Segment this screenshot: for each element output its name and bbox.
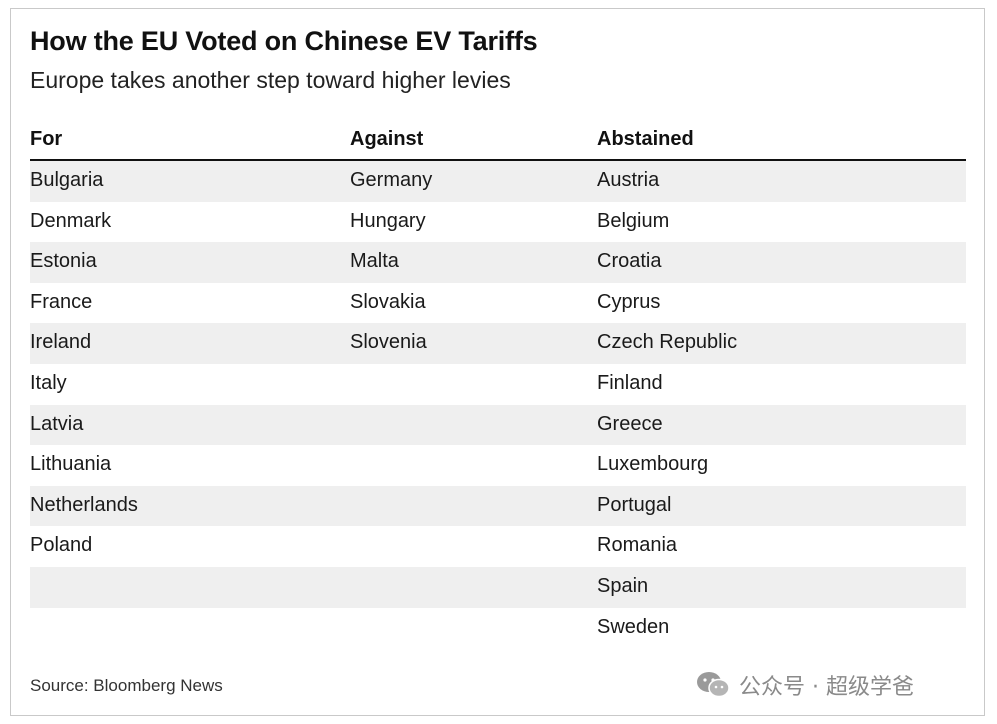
- cell-against: Slovenia: [350, 331, 427, 354]
- wechat-icon: [697, 672, 730, 698]
- table-row: Lithuania Luxembourg: [30, 445, 966, 486]
- column-header-abstained: Abstained: [597, 128, 694, 150]
- table-row: Spain: [30, 566, 966, 608]
- cell-abstained: Spain: [597, 574, 649, 597]
- cell-abstained: Cyprus: [597, 290, 661, 313]
- cell-against: Germany: [350, 169, 433, 191]
- cell-for: Netherlands: [30, 493, 138, 516]
- cell-abstained: Romania: [597, 534, 678, 557]
- cell-for: Latvia: [30, 412, 84, 435]
- cell-abstained: Croatia: [597, 250, 662, 273]
- cell-abstained: Sweden: [597, 615, 670, 638]
- cell-abstained: Austria: [597, 169, 660, 191]
- cell-for: Poland: [30, 534, 93, 557]
- cell-abstained: Belgium: [597, 209, 670, 232]
- cell-abstained: Czech Republic: [597, 331, 738, 354]
- chart-subtitle: Europe takes another step toward higher …: [30, 67, 511, 93]
- table-row: Poland Romania: [30, 526, 966, 567]
- table-body: Bulgaria Germany Austria Denmark Hungary Belg…: [30, 161, 966, 648]
- cell-abstained: Greece: [597, 412, 663, 435]
- table-row: Ireland Slovenia Czech Republic: [30, 323, 966, 364]
- table-row: Italy Finland: [30, 364, 966, 405]
- watermark-text: 公众号 · 超级学爸: [739, 675, 914, 700]
- table-row: France Slovakia Cyprus: [30, 283, 966, 324]
- cell-for: Ireland: [30, 331, 92, 354]
- chart-frame: How the EU Voted on Chinese EV Tariffs E…: [10, 8, 985, 716]
- cell-abstained: Luxembourg: [597, 453, 709, 476]
- vote-table: For Against Abstained Bulgaria Germany Aus…: [30, 121, 966, 648]
- source-note: Source: Bloomberg News: [30, 676, 223, 695]
- cell-abstained: Portugal: [597, 493, 672, 516]
- cell-against: Hungary: [350, 209, 426, 232]
- cell-for: Bulgaria: [30, 169, 104, 191]
- cell-for: Italy: [30, 371, 67, 394]
- cell-for: Lithuania: [30, 453, 112, 476]
- table-row: Estonia Malta Croatia: [30, 242, 966, 283]
- column-header-for: For: [30, 128, 63, 150]
- watermark: 公众号 · 超级学爸: [695, 668, 914, 702]
- cell-against: Malta: [350, 250, 399, 273]
- cell-for: Denmark: [30, 209, 112, 232]
- table-row: Bulgaria Germany Austria: [30, 161, 966, 202]
- table-row: Denmark Hungary Belgium: [30, 202, 966, 243]
- table-row: Sweden: [30, 608, 966, 649]
- chart-title: How the EU Voted on Chinese EV Tariffs: [30, 26, 538, 56]
- table-row: Latvia Greece: [30, 404, 966, 446]
- cell-for: France: [30, 290, 93, 313]
- table-row: Netherlands Portugal: [30, 485, 966, 527]
- column-header-against: Against: [350, 128, 424, 150]
- cell-abstained: Finland: [597, 371, 663, 394]
- table-header: For Against Abstained: [30, 121, 966, 161]
- cell-against: Slovakia: [350, 290, 426, 313]
- cell-for: Estonia: [30, 250, 97, 273]
